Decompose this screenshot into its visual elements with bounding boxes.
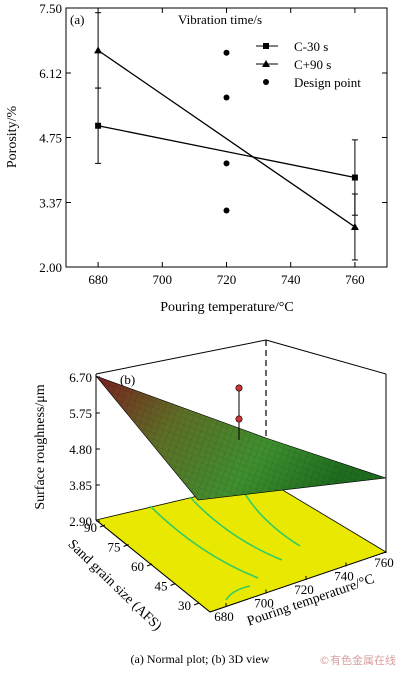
x-tick-label: 740 [334, 569, 354, 584]
x-tick-label: 740 [281, 272, 301, 287]
data-point-circle [223, 94, 230, 101]
series-a [94, 12, 359, 261]
box-edge [95, 339, 267, 375]
data-point-circle [223, 160, 230, 167]
legend-a: C-30 s C+90 s Design point [256, 39, 361, 90]
z-axis-label-b: Surface roughness/μm [33, 384, 48, 509]
y-axis-label-a: Porosity/% [5, 106, 20, 169]
series-line-triangle [97, 49, 356, 228]
y-tick-mark [193, 602, 200, 606]
y-axis-ticks-a: 2.00 3.37 4.75 6.12 7.50 [39, 1, 387, 275]
x-tick-label: 720 [294, 582, 314, 597]
x-axis-ticks-a: 680 700 720 740 760 [88, 8, 365, 287]
x-tick-label: 680 [88, 272, 108, 287]
x-tick-label: 760 [374, 555, 394, 570]
x-tick-label: 760 [345, 272, 365, 287]
series-line-square [97, 125, 356, 179]
design-point-3d [235, 415, 243, 423]
y-tick-label: 6.12 [39, 66, 62, 81]
panel-a-normal-plot: (a) 2.00 3.37 4.75 6.12 7.50 680 700 720 740 760… [5, 1, 388, 315]
box-edge [265, 339, 387, 375]
legend-entry-label: C-30 s [294, 39, 328, 54]
y-tick-label: 2.00 [39, 260, 62, 275]
panel-b-3d-view: (b) 6.70 5.75 4.80 3.85 2.90 Surface roughne… [33, 339, 394, 634]
y-tick-label: 7.50 [39, 1, 62, 16]
data-point-square [351, 174, 358, 181]
y-tick-label: 3.37 [39, 195, 62, 210]
watermark: ©有色金属在线 [319, 654, 396, 667]
x-tick-label: 700 [153, 272, 173, 287]
figure-caption: (a) Normal plot; (b) 3D view [130, 652, 270, 666]
y-tick-label: 4.75 [39, 131, 62, 146]
plot-frame-a [65, 7, 388, 268]
y-tick-mark [146, 563, 153, 567]
x-axis-ticks-b: 680 700 720 740 760 [214, 549, 394, 624]
y-tick-label: 45 [155, 579, 168, 594]
y-axis-ticks-b: 90 75 60 45 30 [84, 520, 200, 613]
y-tick-mark [170, 583, 176, 586]
x-axis-label-a: Pouring temperature/°C [160, 300, 294, 315]
legend-marker-triangle [262, 60, 270, 67]
panel-label-a: (a) [70, 12, 84, 27]
box-edge [95, 519, 211, 613]
z-tick-label: 3.85 [69, 478, 92, 493]
box-edge [209, 551, 387, 613]
data-point-triangle [94, 46, 103, 54]
z-axis-ticks-b: 6.70 5.75 4.80 3.85 2.90 [69, 370, 100, 529]
legend-marker-circle [263, 79, 269, 85]
z-tick-label: 5.75 [69, 406, 92, 421]
y-tick-label: 60 [131, 559, 144, 574]
data-point-circle [223, 49, 230, 56]
y-tick-label: 30 [178, 598, 191, 613]
z-tick-label: 4.80 [69, 442, 92, 457]
response-surface-mesh [96, 376, 386, 500]
x-tick-label: 680 [214, 609, 234, 624]
data-point-triangle [350, 222, 359, 230]
legend-entry-label: Design point [294, 75, 361, 90]
y-tick-mark [123, 544, 129, 547]
legend-entry-label: C+90 s [294, 57, 331, 72]
data-point-square [95, 122, 102, 129]
y-tick-label: 90 [84, 520, 97, 535]
data-point-circle [223, 207, 230, 214]
y-tick-label: 75 [108, 540, 121, 555]
legend-title: Vibration time/s [178, 12, 262, 27]
design-point-3d [235, 384, 243, 392]
z-tick-label: 6.70 [69, 370, 92, 385]
y-tick-mark [99, 524, 106, 528]
x-tick-label: 700 [254, 596, 274, 611]
panel-label-b: (b) [120, 372, 135, 387]
z-tick-label: 2.90 [69, 514, 92, 529]
legend-marker-square [263, 43, 269, 49]
x-tick-label: 720 [217, 272, 237, 287]
